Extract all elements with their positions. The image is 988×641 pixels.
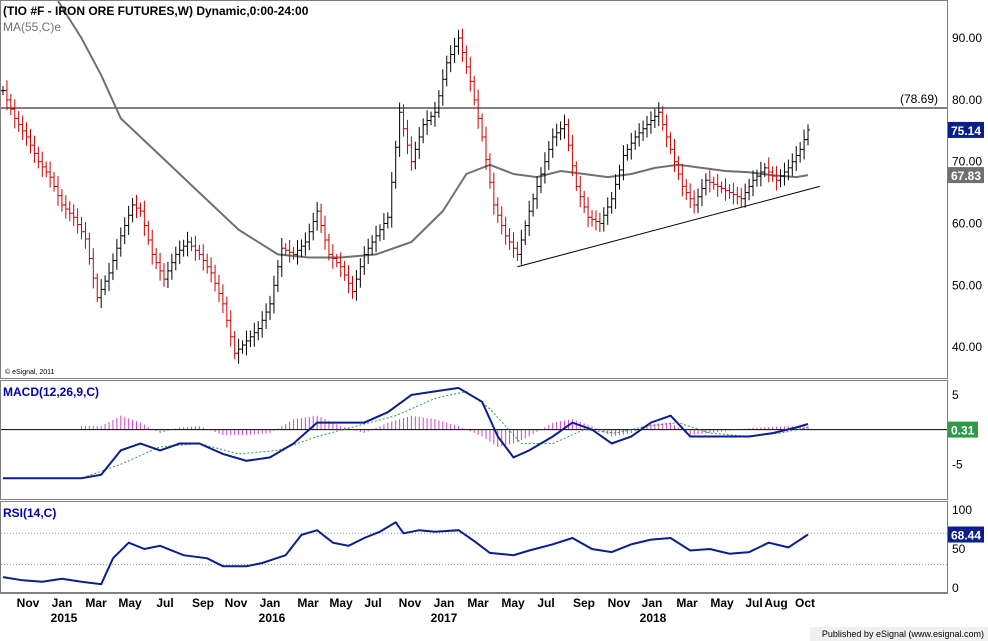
month-tick-label: Sep [192, 596, 214, 610]
month-tick-label: Mar [297, 596, 319, 610]
price-panel-frame [0, 0, 948, 379]
year-tick-label: 2016 [259, 611, 286, 625]
month-tick-label: Oct [795, 596, 815, 610]
month-tick-label: Mar [676, 596, 698, 610]
month-tick-label: Jan [52, 596, 73, 610]
price-tick-label: 50.00 [952, 278, 982, 292]
chart-title: (TIO #F - IRON ORE FUTURES,W) Dynamic,0:… [3, 4, 309, 18]
month-tick-label: Mar [467, 596, 489, 610]
macd-value-label: 0.31 [951, 424, 975, 438]
year-tick-label: 2015 [51, 611, 78, 625]
rsi-plot: 100 50 0 68.44 [1, 503, 984, 595]
month-tick-label: May [118, 596, 142, 610]
ma-legend: MA(55,C)e [3, 20, 61, 34]
macd-value-box [948, 421, 978, 438]
macd-plot: 5 -5 0.31 [1, 386, 978, 480]
price-tick-label: 60.00 [952, 216, 982, 230]
macd-panel-frame [0, 380, 948, 500]
month-tick-label: Jul [364, 596, 381, 610]
support-trendline [517, 185, 820, 268]
rsi-panel-frame [0, 501, 948, 593]
month-tick-label: Jan [260, 596, 281, 610]
month-tick-label: Jul [156, 596, 173, 610]
month-tick-label: May [710, 596, 734, 610]
resistance-label: (78.69) [900, 92, 938, 106]
price-tick-label: 40.00 [952, 340, 982, 354]
rsi-value-label: 68.44 [951, 529, 981, 543]
month-tick-label: Jul [745, 596, 762, 610]
rsi-legend: RSI(14,C) [3, 506, 56, 520]
rsi-line [2, 520, 809, 586]
last-price-label: 75.14 [951, 124, 981, 138]
price-plot: (78.69) 90.00 80.00 70.00 60.00 50.00 40.00 75.… [1, 0, 984, 364]
month-tick-label: Mar [85, 596, 107, 610]
price-tick-label: 90.00 [952, 31, 982, 45]
price-tick-label: 70.00 [952, 155, 982, 169]
last-ma-label: 67.83 [951, 169, 981, 183]
month-tick-label: Jan [434, 596, 455, 610]
copyright-text: © eSignal, 2011 [5, 368, 55, 376]
month-tick-label: Nov [608, 596, 631, 610]
rsi-value-box [948, 526, 984, 543]
rsi-tick-label: 100 [952, 503, 972, 517]
macd-tick-label: 5 [952, 388, 959, 402]
month-tick-label: Aug [764, 596, 787, 610]
published-footer: Published by eSignal (www.esignal.com) [822, 629, 984, 639]
last-ma-box [948, 167, 984, 184]
month-tick-label: May [501, 596, 525, 610]
macd-legend: MACD(12,26,9,C) [3, 385, 99, 399]
month-tick-label: Sep [573, 596, 595, 610]
rsi-tick-label: 0 [952, 581, 959, 595]
year-tick-label: 2017 [431, 611, 458, 625]
price-tick-label: 80.00 [952, 93, 982, 107]
month-tick-label: Nov [399, 596, 422, 610]
month-tick-label: Nov [17, 596, 40, 610]
month-tick-label: Nov [225, 596, 248, 610]
last-price-box [948, 121, 984, 138]
month-tick-label: Jul [537, 596, 554, 610]
macd-line [3, 386, 809, 480]
macd-tick-label: -5 [952, 457, 963, 471]
year-tick-label: 2018 [640, 611, 667, 625]
month-tick-label: May [329, 596, 353, 610]
axes: Nov Jan Mar May Jul Sep Nov Jan Mar May Jul Nov Jan M… [17, 596, 815, 625]
month-tick-label: Jan [642, 596, 663, 610]
rsi-tick-label: 50 [952, 542, 966, 556]
footer-box [810, 627, 988, 641]
